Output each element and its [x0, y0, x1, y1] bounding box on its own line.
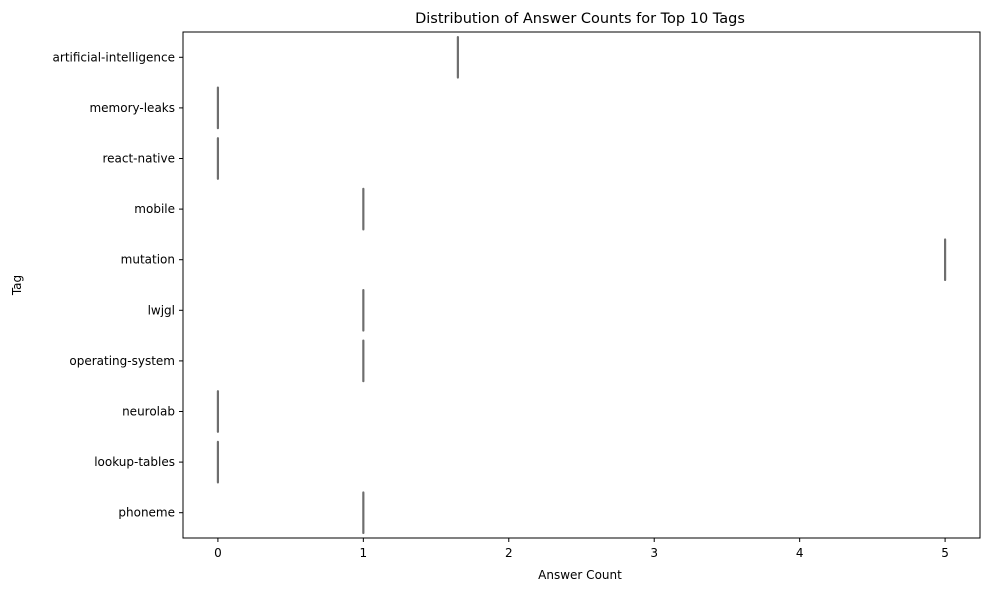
y-tick-label: lookup-tables [94, 455, 175, 469]
y-axis-ticks: artificial-intelligence memory-leaks react… [53, 50, 183, 520]
y-axis-label: Tag [10, 275, 24, 296]
x-tick-label: 3 [650, 546, 658, 560]
x-tick-label: 5 [941, 546, 949, 560]
x-tick-label: 1 [360, 546, 368, 560]
violin-marks [216, 35, 947, 535]
y-tick-label: mutation [121, 253, 175, 267]
y-tick-label: lwjgl [148, 303, 175, 317]
x-axis-label: Answer Count [538, 568, 622, 582]
y-tick-label: operating-system [69, 354, 175, 368]
chart-title: Distribution of Answer Counts for Top 10… [415, 11, 745, 27]
x-tick-label: 2 [505, 546, 513, 560]
x-axis-ticks: 0 1 2 3 4 5 [214, 538, 949, 560]
x-tick-label: 4 [796, 546, 804, 560]
y-tick-label: mobile [134, 202, 175, 216]
plot-area: artificial-intelligence memory-leaks react… [53, 31, 981, 560]
y-tick-label: neurolab [122, 405, 175, 419]
y-tick-label: artificial-intelligence [53, 50, 175, 64]
y-tick-label: memory-leaks [89, 101, 175, 115]
y-tick-label: react-native [102, 152, 175, 166]
y-tick-label: phoneme [118, 506, 175, 520]
plot-frame [182, 31, 981, 539]
x-tick-label: 0 [214, 546, 222, 560]
